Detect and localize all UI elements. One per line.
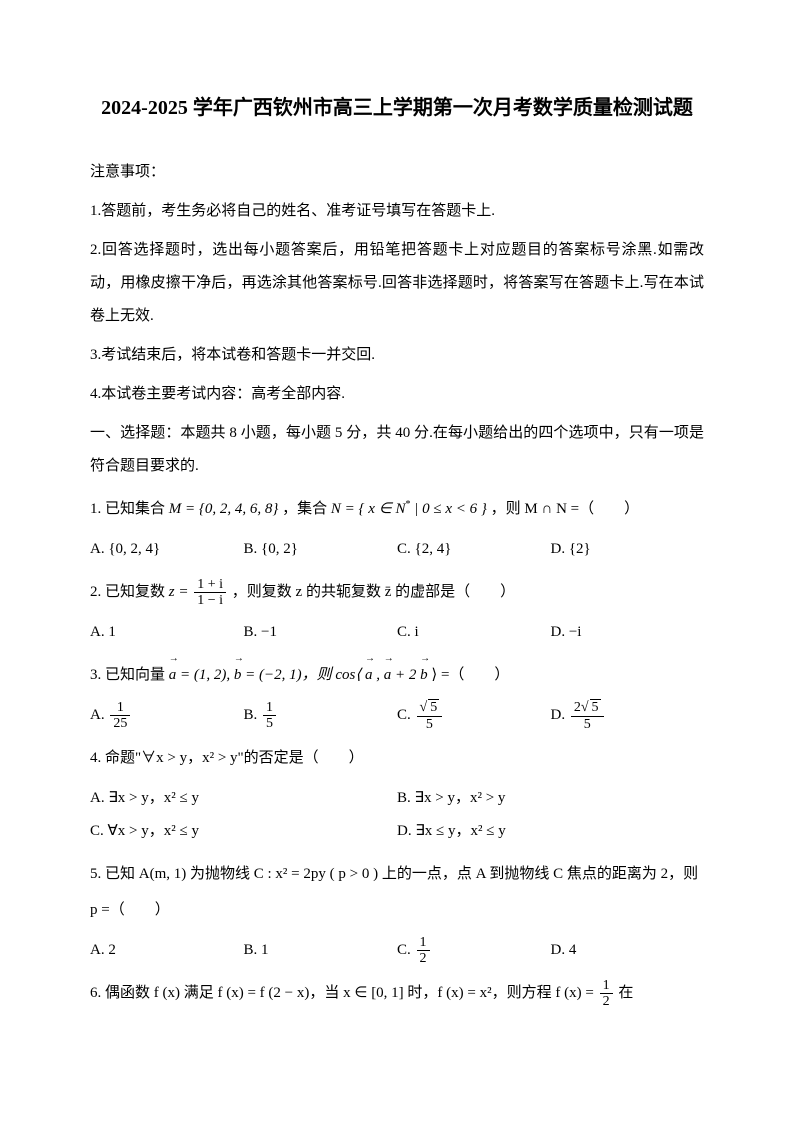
q5-opt-c-frac: 1 2: [417, 935, 430, 967]
page-title: 2024-2025 学年广西钦州市高三上学期第一次月考数学质量检测试题: [90, 90, 704, 126]
q1-opt-a: A. {0, 2, 4}: [90, 533, 244, 566]
q3-vec-b2: b: [420, 657, 428, 693]
q2-fraction: 1 + i 1 − i: [194, 577, 226, 609]
q3-opt-d-label: D.: [551, 707, 569, 723]
q3-opt-c-num: 5: [417, 699, 443, 716]
q3-b-val: = (−2, 1)，则 cos⟨: [245, 667, 361, 683]
question-2: 2. 已知复数 z = 1 + i 1 − i ，则复数 z 的共轭复数 z̄ …: [90, 574, 704, 610]
q3-a-val: = (1, 2),: [180, 667, 234, 683]
q3-opt-d: D. 25 5: [551, 699, 705, 732]
question-5: 5. 已知 A(m, 1) 为抛物线 C : x² = 2py ( p > 0 …: [90, 856, 704, 928]
q1-set-n-suffix: | 0 ≤ x < 6 }: [414, 501, 487, 517]
q3-opt-a-label: A.: [90, 707, 108, 723]
q2-opt-d: D. −i: [551, 616, 705, 649]
note-1: 1.答题前，考生务必将自己的姓名、准考证号填写在答题卡上.: [90, 195, 704, 228]
q6-text-a: 6. 偶函数 f (x) 满足 f (x) = f (2 − x)，当 x ∈ …: [90, 985, 598, 1001]
question-6: 6. 偶函数 f (x) 满足 f (x) = f (2 − x)，当 x ∈ …: [90, 975, 704, 1011]
q3-opt-a: A. 1 25: [90, 699, 244, 732]
q3-opt-a-num: 1: [110, 700, 130, 716]
q3-opt-d-frac: 25 5: [571, 699, 604, 732]
q5-opt-c-label: C.: [397, 942, 415, 958]
q1-opt-d: D. {2}: [551, 533, 705, 566]
q3-opt-a-den: 25: [110, 716, 130, 731]
q3-opt-b-label: B.: [244, 707, 262, 723]
q4-opt-b: B. ∃x > y，x² > y: [397, 782, 704, 815]
q6-frac: 1 2: [600, 978, 613, 1010]
note-4: 4.本试卷主要考试内容：高考全部内容.: [90, 378, 704, 411]
q1-options: A. {0, 2, 4} B. {0, 2} C. {2, 4} D. {2}: [90, 533, 704, 566]
q3-vec-a3: a: [384, 657, 392, 693]
q1-text-b: ，集合: [282, 501, 331, 517]
notes-header: 注意事项：: [90, 156, 704, 189]
q3-text-b: ⟩ =（ ）: [431, 667, 509, 683]
q3-opt-d-den: 5: [571, 717, 604, 732]
q5-opt-c: C. 1 2: [397, 934, 551, 967]
note-3: 3.考试结束后，将本试卷和答题卡一并交回.: [90, 339, 704, 372]
q2-den: 1 − i: [194, 593, 226, 608]
q1-set-m: M = {0, 2, 4, 6, 8}: [169, 501, 279, 517]
q5-opt-d: D. 4: [551, 934, 705, 967]
q3-opt-a-frac: 1 25: [110, 700, 130, 732]
q3-options: A. 1 25 B. 1 5 C. 5 5 D. 25 5: [90, 699, 704, 732]
q3-vec-a: a: [169, 657, 177, 693]
q2-options: A. 1 B. −1 C. i D. −i: [90, 616, 704, 649]
q3-opt-c-label: C.: [397, 707, 415, 723]
q2-opt-c: C. i: [397, 616, 551, 649]
q3-plus: + 2: [395, 667, 416, 683]
q4-opt-d: D. ∃x ≤ y，x² ≤ y: [397, 815, 704, 848]
q6-num: 1: [600, 978, 613, 994]
q1-text-c: ，则 M ∩ N =（ ）: [491, 501, 639, 517]
q3-vec-a2: a: [365, 657, 373, 693]
q3-opt-b-den: 5: [263, 716, 276, 731]
q5-opt-c-num: 1: [417, 935, 430, 951]
q1-opt-b: B. {0, 2}: [244, 533, 398, 566]
q2-z-eq: z =: [169, 584, 192, 600]
q3-text-a: 3. 已知向量: [90, 667, 169, 683]
q1-star: *: [406, 499, 411, 510]
q4-opt-a: A. ∃x > y，x² ≤ y: [90, 782, 397, 815]
q6-den: 2: [600, 994, 613, 1009]
question-3: 3. 已知向量 a = (1, 2), b = (−2, 1)，则 cos⟨ a…: [90, 657, 704, 693]
q5-options: A. 2 B. 1 C. 1 2 D. 4: [90, 934, 704, 967]
note-2: 2.回答选择题时，选出每小题答案后，用铅笔把答题卡上对应题目的答案标号涂黑.如需…: [90, 234, 704, 333]
q3-opt-d-num: 25: [571, 699, 604, 716]
question-1: 1. 已知集合 M = {0, 2, 4, 6, 8} ，集合 N = { x …: [90, 491, 704, 527]
q3-opt-c: C. 5 5: [397, 699, 551, 732]
q4-opt-c: C. ∀x > y，x² ≤ y: [90, 815, 397, 848]
q6-text-b: 在: [618, 985, 633, 1001]
q5-opt-a: A. 2: [90, 934, 244, 967]
q3-opt-b-num: 1: [263, 700, 276, 716]
q3-opt-b-frac: 1 5: [263, 700, 276, 732]
q3-opt-b: B. 1 5: [244, 699, 398, 732]
q3-opt-c-frac: 5 5: [417, 699, 443, 732]
q3-comma: ,: [376, 667, 384, 683]
question-4: 4. 命题"∀x > y，x² > y"的否定是（ ）: [90, 740, 704, 776]
q2-opt-b: B. −1: [244, 616, 398, 649]
page: 2024-2025 学年广西钦州市高三上学期第一次月考数学质量检测试题 注意事项…: [0, 0, 794, 1057]
q3-opt-c-den: 5: [417, 717, 443, 732]
q2-opt-a: A. 1: [90, 616, 244, 649]
q1-set-n-prefix: N = { x ∈ N: [331, 501, 406, 517]
q2-num: 1 + i: [194, 577, 226, 593]
section-1-heading: 一、选择题：本题共 8 小题，每小题 5 分，共 40 分.在每小题给出的四个选…: [90, 417, 704, 483]
q1-text-a: 1. 已知集合: [90, 501, 169, 517]
q2-text-b: ，则复数 z 的共轭复数 z̄ 的虚部是（ ）: [232, 584, 515, 600]
q5-opt-c-den: 2: [417, 951, 430, 966]
q1-opt-c: C. {2, 4}: [397, 533, 551, 566]
q4-options: A. ∃x > y，x² ≤ y B. ∃x > y，x² > y C. ∀x …: [90, 782, 704, 848]
q5-opt-b: B. 1: [244, 934, 398, 967]
q2-text-a: 2. 已知复数: [90, 584, 169, 600]
q3-vec-b: b: [234, 657, 242, 693]
